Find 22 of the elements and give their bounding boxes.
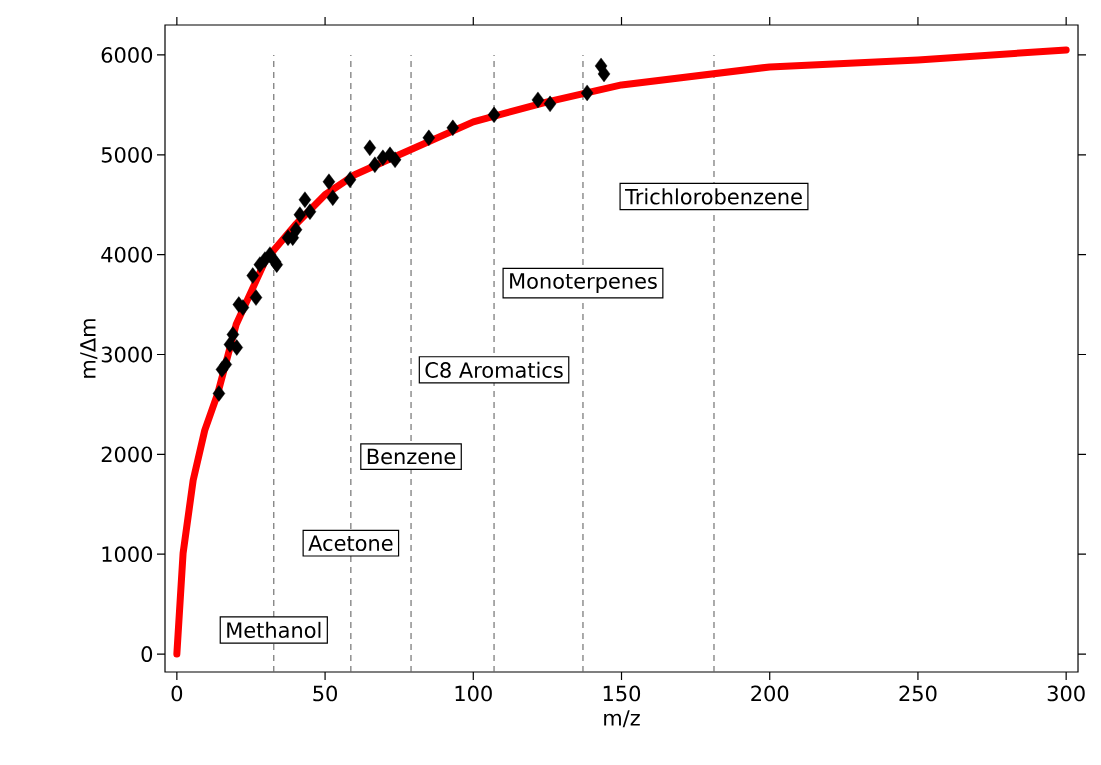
- ref-line-label: Acetone: [308, 535, 393, 552]
- y-tick-label: 3000: [101, 346, 153, 363]
- x-tick-label: 0: [171, 685, 183, 702]
- x-tick-label: 150: [603, 685, 641, 702]
- ref-line-label: Trichlorobenzene: [625, 188, 802, 205]
- y-axis-title: m/Δm: [80, 319, 98, 378]
- y-tick-label: 0: [141, 646, 153, 662]
- y-tick-label: 2000: [101, 446, 153, 463]
- x-tick-label: 50: [313, 685, 337, 702]
- x-tick-label: 200: [751, 685, 789, 702]
- x-tick-label: 300: [1047, 685, 1085, 702]
- x-tick-label: 250: [899, 685, 937, 702]
- y-tick-label: 4000: [101, 246, 153, 263]
- ref-line-label: Benzene: [367, 448, 456, 465]
- y-tick-label: 6000: [101, 47, 153, 63]
- ref-line-label: Monoterpenes: [510, 273, 657, 293]
- ref-line-label: Methanol: [227, 621, 321, 639]
- x-tick-label: 100: [455, 685, 492, 702]
- y-tick-label: 5000: [101, 146, 153, 163]
- ref-line-label: C8 Aromatics: [425, 361, 563, 378]
- y-tick-label: 1000: [102, 546, 153, 563]
- x-axis-title: m/z: [604, 710, 640, 728]
